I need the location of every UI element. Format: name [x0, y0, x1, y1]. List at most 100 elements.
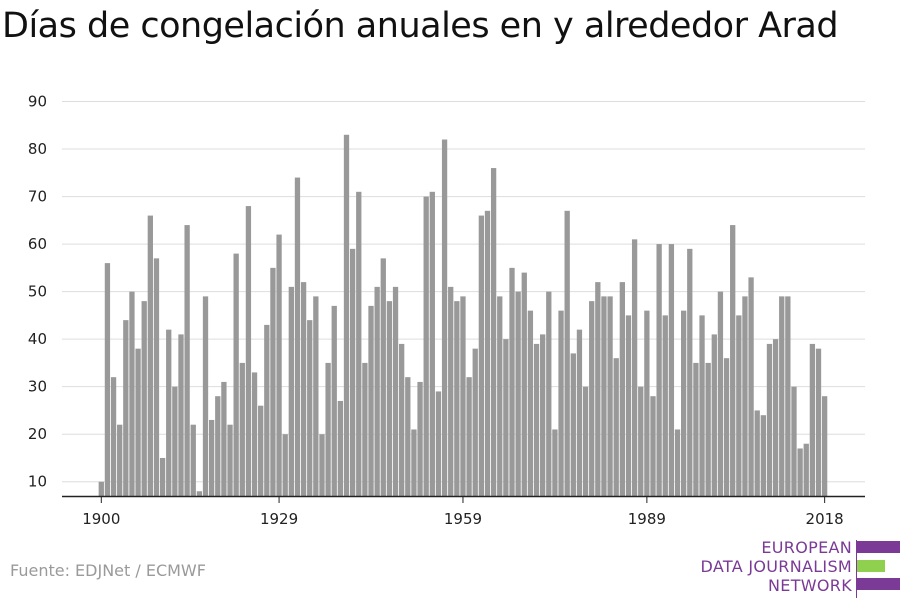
bar-1964	[490, 168, 497, 496]
y-tick-label: 80	[28, 140, 47, 158]
bar-1916	[196, 491, 203, 496]
bar-2002	[723, 358, 730, 496]
bar-1982	[601, 296, 607, 496]
bars	[98, 134, 828, 497]
bar-2013	[791, 386, 797, 496]
bar-1994	[674, 429, 681, 496]
bar-1913	[178, 334, 184, 496]
bar-1907	[141, 301, 147, 496]
bar-1968	[515, 291, 521, 496]
logo-line-european: EUROPEAN	[761, 538, 852, 557]
bar-1967	[509, 267, 515, 496]
bar-1991	[656, 244, 662, 496]
y-axis-tick-labels: 10 20 30 40 50 60 70 80 90	[28, 93, 47, 491]
bar-1976	[564, 210, 570, 496]
bar-1986	[625, 315, 632, 496]
bar-1908	[147, 215, 153, 496]
bar-1972	[540, 334, 546, 496]
y-tick-label: 50	[28, 283, 47, 301]
x-tick-label: 1989	[628, 510, 666, 528]
bar-1920	[221, 381, 227, 496]
bar-1928	[270, 267, 276, 496]
bar-1970	[527, 310, 534, 496]
bar-1910	[159, 457, 166, 496]
bar-1941	[349, 248, 356, 496]
bar-1977	[570, 353, 576, 496]
bar-1927	[264, 324, 270, 496]
bar-1900	[98, 481, 104, 496]
bar-2015	[803, 443, 809, 496]
logo-bar-purple-top	[857, 541, 900, 553]
bar-1946	[380, 258, 386, 496]
bar-1942	[356, 191, 362, 496]
bar-1922	[233, 253, 239, 496]
logo-bar-green	[857, 560, 885, 572]
bar-1988	[638, 386, 644, 496]
x-tick-label: 2018	[806, 510, 844, 528]
bar-1917	[202, 296, 209, 496]
bar-1990	[650, 396, 656, 496]
bar-1935	[313, 296, 319, 496]
bar-1940	[343, 134, 350, 496]
bar-1912	[172, 386, 178, 496]
bar-1944	[368, 305, 374, 496]
bar-2006	[748, 277, 754, 496]
bar-1958	[454, 301, 460, 496]
x-tick-label: 1929	[260, 510, 298, 528]
bar-1957	[448, 286, 454, 496]
bar-1995	[681, 310, 687, 496]
y-tick-label: 60	[28, 235, 47, 253]
bar-1909	[153, 258, 160, 496]
bar-1915	[190, 424, 196, 496]
chart-title: Días de congelación anuales en y alreded…	[2, 6, 839, 46]
bar-1926	[258, 405, 264, 496]
bar-1936	[319, 434, 325, 496]
bar-1934	[307, 320, 313, 496]
bar-1951	[411, 429, 417, 496]
y-tick-label: 40	[28, 330, 47, 348]
bar-2005	[742, 296, 748, 496]
bar-1903	[117, 424, 123, 496]
bar-1992	[662, 315, 668, 496]
bar-1932	[294, 177, 301, 496]
bar-1979	[582, 386, 589, 496]
bar-1984	[613, 358, 619, 496]
bar-1980	[589, 301, 595, 496]
bar-1945	[374, 286, 380, 496]
bar-1952	[417, 381, 423, 496]
edjnet-logo: EUROPEAN DATA JOURNALISM NETWORK	[700, 538, 900, 598]
y-tick-label: 70	[28, 188, 47, 206]
bar-1993	[668, 244, 675, 496]
bar-1999	[705, 362, 711, 496]
bar-1929	[276, 234, 282, 496]
bar-1949	[399, 343, 405, 496]
bar-1983	[607, 296, 613, 496]
bar-1901	[104, 263, 111, 496]
logo-divider	[856, 540, 857, 598]
bar-2008	[760, 415, 766, 496]
bar-1939	[337, 400, 344, 496]
bar-2014	[797, 448, 803, 496]
bar-1989	[644, 310, 650, 496]
y-tick-label: 30	[28, 378, 47, 396]
bar-1938	[331, 305, 337, 496]
bar-1960	[466, 377, 472, 496]
logo-bar-purple-bottom	[857, 578, 900, 590]
bar-1904	[123, 320, 129, 496]
bar-1948	[392, 286, 399, 496]
bar-1937	[325, 362, 331, 496]
bar-1974	[552, 429, 558, 496]
bar-1906	[135, 348, 141, 496]
bar-1963	[484, 210, 491, 496]
bar-2000	[711, 334, 717, 496]
bar-2017	[815, 348, 822, 496]
bar-1987	[631, 239, 638, 496]
bar-1921	[227, 424, 233, 496]
bar-2001	[717, 291, 724, 496]
bar-1918	[208, 419, 215, 496]
bar-2009	[766, 343, 773, 496]
bar-1998	[699, 315, 705, 496]
bar-2003	[730, 225, 736, 497]
bar-1978	[576, 329, 583, 496]
